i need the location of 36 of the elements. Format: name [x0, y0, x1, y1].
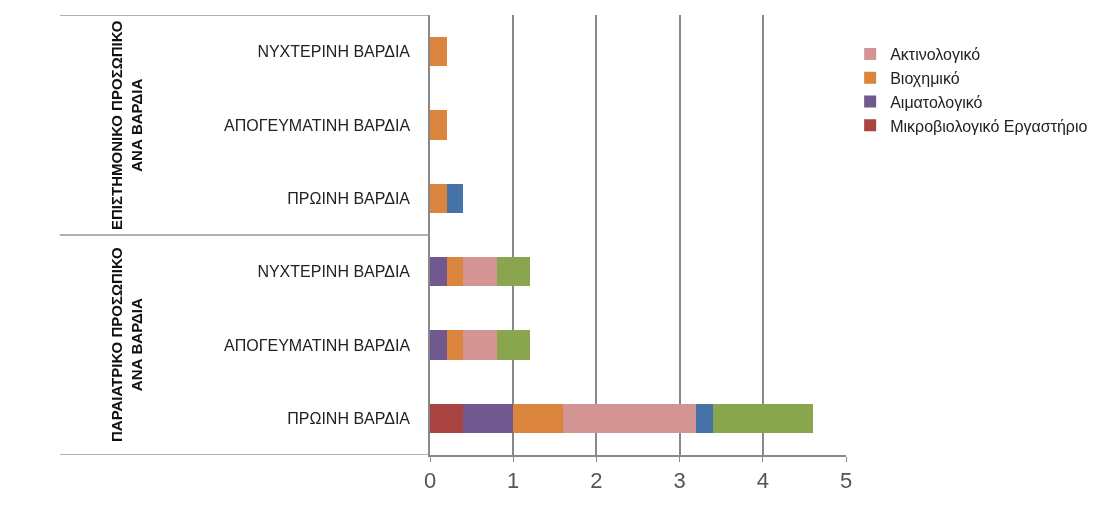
bar	[496, 330, 530, 360]
bar	[430, 183, 447, 213]
y-tick-label: ΠΡΩΙΝΗ ΒΑΡΔΙΑ	[287, 189, 411, 207]
bar	[446, 183, 464, 213]
bar	[513, 403, 564, 433]
bar	[463, 257, 497, 287]
y-tick-label: ΝΥΧΤΕΡΙΝΗ ΒΑΡΔΙΑ	[257, 263, 411, 281]
bar	[430, 257, 447, 287]
bar	[496, 257, 530, 287]
legend-label: Αιματολογικό	[890, 93, 983, 111]
text: ΕΠΙΣΤΗΜΟΝΙΚΟ ΠΡΟΣΩΠΙΚΟ ΑΝΑ ΒΑΡΔΙΑ	[108, 20, 145, 231]
y-tick-label: ΠΡΩΙΝΗ ΒΑΡΔΙΑ	[287, 409, 411, 427]
bar	[463, 403, 514, 433]
bar	[430, 110, 447, 140]
y-tick-label: ΑΠΟΓΕΥΜΑΤΙΝΗ ΒΑΡΔΙΑ	[224, 116, 411, 134]
legend-label: Ακτινολογικό	[890, 46, 981, 64]
bar	[563, 403, 697, 433]
y-tick-label: ΝΥΧΤΕΡΙΝΗ ΒΑΡΔΙΑ	[257, 43, 411, 61]
y-tick-label: ΑΠΟΓΕΥΜΑΤΙΝΗ ΒΑΡΔΙΑ	[224, 336, 411, 354]
x-tick-label: 0	[423, 468, 437, 494]
bar	[696, 403, 713, 433]
x-tick-label: 5	[839, 468, 853, 494]
bar	[446, 330, 464, 360]
bar	[712, 403, 813, 433]
legend-label: Βιοχημικό	[890, 69, 960, 87]
x-tick-label: 3	[673, 468, 686, 494]
bar	[463, 330, 497, 360]
bar	[430, 37, 447, 67]
x-tick-label: 2	[590, 468, 603, 494]
bar	[430, 403, 464, 433]
legend-label: Μικροβιολογικό Εργαστήριο	[890, 117, 1088, 135]
bar	[446, 257, 464, 287]
bar	[430, 330, 447, 360]
x-tick-label: 4	[756, 468, 769, 494]
x-tick-label: 1	[507, 468, 520, 494]
text: ΠΑΡΑΙΑΤΡΙΚΟ ΠΡΟΣΩΠΙΚΟ ΑΝΑ ΒΑΡΔΙΑ	[108, 246, 145, 443]
